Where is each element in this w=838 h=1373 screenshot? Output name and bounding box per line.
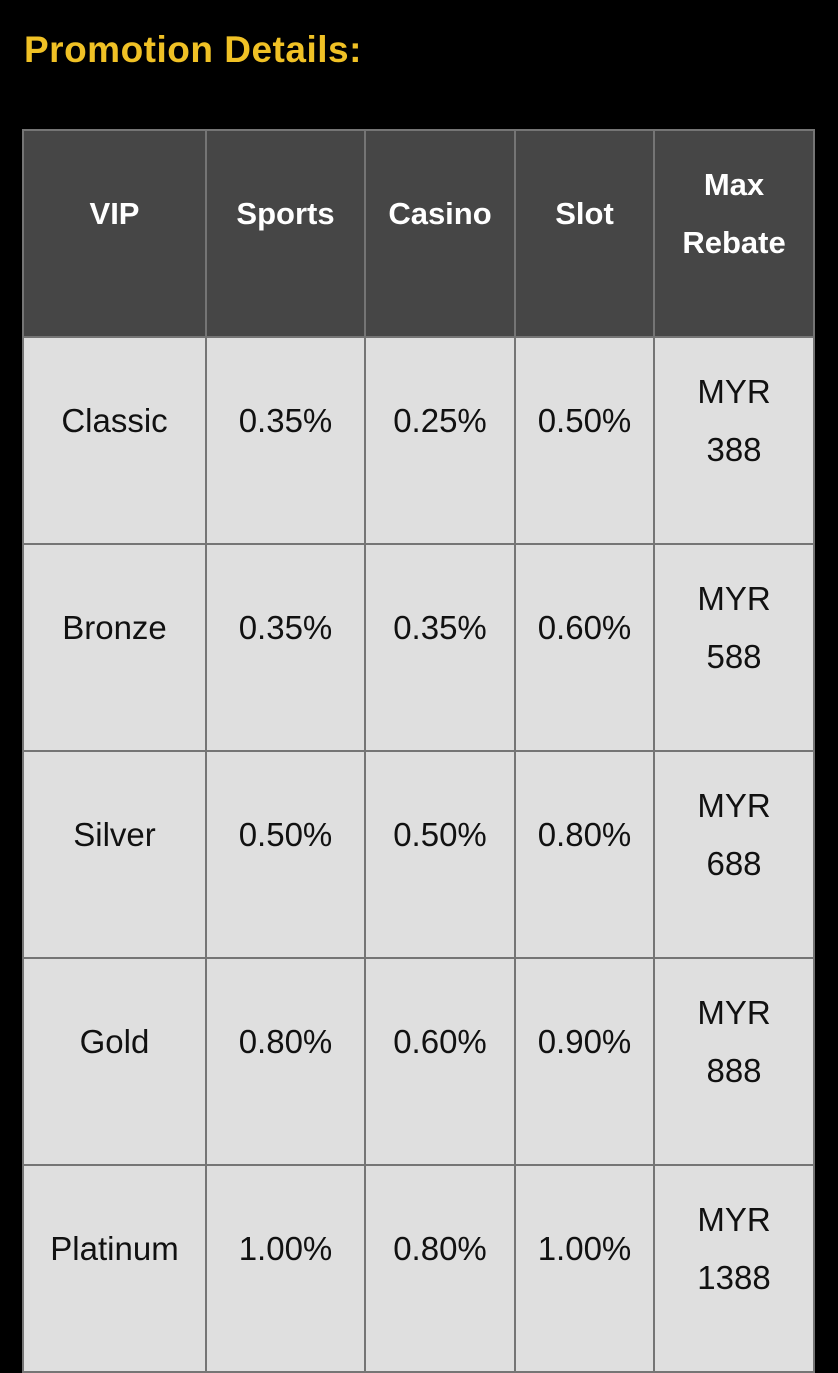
rebate-amount: 388 — [706, 430, 762, 468]
page-title: Promotion Details: — [24, 29, 362, 70]
table-row-platinum: Platinum 1.00% 0.80% 1.00% MYR 1388 — [22, 1164, 815, 1373]
table-row-silver: Silver 0.50% 0.50% 0.80% MYR 688 — [22, 750, 815, 959]
cell-vip-tier: Gold — [22, 957, 207, 1166]
rebate-amount: 888 — [706, 1051, 762, 1089]
rebate-amount: 688 — [706, 844, 762, 882]
table-row-classic: Classic 0.35% 0.25% 0.50% MYR 388 — [22, 336, 815, 545]
cell-slot-rebate: 1.00% — [514, 1164, 655, 1373]
rebate-currency: MYR — [697, 993, 771, 1031]
cell-sports-rebate: 0.80% — [205, 957, 366, 1166]
rebate-amount: 588 — [706, 637, 762, 675]
cell-sports-rebate: 1.00% — [205, 1164, 366, 1373]
cell-vip-tier: Platinum — [22, 1164, 207, 1373]
cell-vip-tier: Classic — [22, 336, 207, 545]
table-row-bronze: Bronze 0.35% 0.35% 0.60% MYR 588 — [22, 543, 815, 752]
vip-rebate-table: VIP Sports Casino Slot Max Rebate Classi… — [22, 129, 815, 1373]
table-row-gold: Gold 0.80% 0.60% 0.90% MYR 888 — [22, 957, 815, 1166]
cell-vip-tier: Silver — [22, 750, 207, 959]
column-header-slot: Slot — [514, 129, 655, 338]
column-header-vip: VIP — [22, 129, 207, 338]
cell-max-rebate: MYR 688 — [653, 750, 815, 959]
rebate-currency: MYR — [697, 579, 771, 617]
cell-max-rebate: MYR 388 — [653, 336, 815, 545]
cell-sports-rebate: 0.35% — [205, 543, 366, 752]
column-header-sports: Sports — [205, 129, 366, 338]
cell-max-rebate: MYR 588 — [653, 543, 815, 752]
rebate-currency: MYR — [697, 1200, 771, 1238]
cell-slot-rebate: 0.80% — [514, 750, 655, 959]
cell-sports-rebate: 0.50% — [205, 750, 366, 959]
cell-casino-rebate: 0.35% — [364, 543, 516, 752]
rebate-amount: 1388 — [697, 1258, 771, 1296]
cell-slot-rebate: 0.50% — [514, 336, 655, 545]
column-header-casino: Casino — [364, 129, 516, 338]
cell-casino-rebate: 0.25% — [364, 336, 516, 545]
cell-sports-rebate: 0.35% — [205, 336, 366, 545]
cell-max-rebate: MYR 1388 — [653, 1164, 815, 1373]
cell-casino-rebate: 0.80% — [364, 1164, 516, 1373]
table-header-row: VIP Sports Casino Slot Max Rebate — [22, 129, 815, 338]
cell-slot-rebate: 0.60% — [514, 543, 655, 752]
rebate-currency: MYR — [697, 786, 771, 824]
cell-slot-rebate: 0.90% — [514, 957, 655, 1166]
cell-casino-rebate: 0.60% — [364, 957, 516, 1166]
rebate-currency: MYR — [697, 372, 771, 410]
cell-casino-rebate: 0.50% — [364, 750, 516, 959]
cell-vip-tier: Bronze — [22, 543, 207, 752]
column-header-max-rebate: Max Rebate — [653, 129, 815, 338]
cell-max-rebate: MYR 888 — [653, 957, 815, 1166]
